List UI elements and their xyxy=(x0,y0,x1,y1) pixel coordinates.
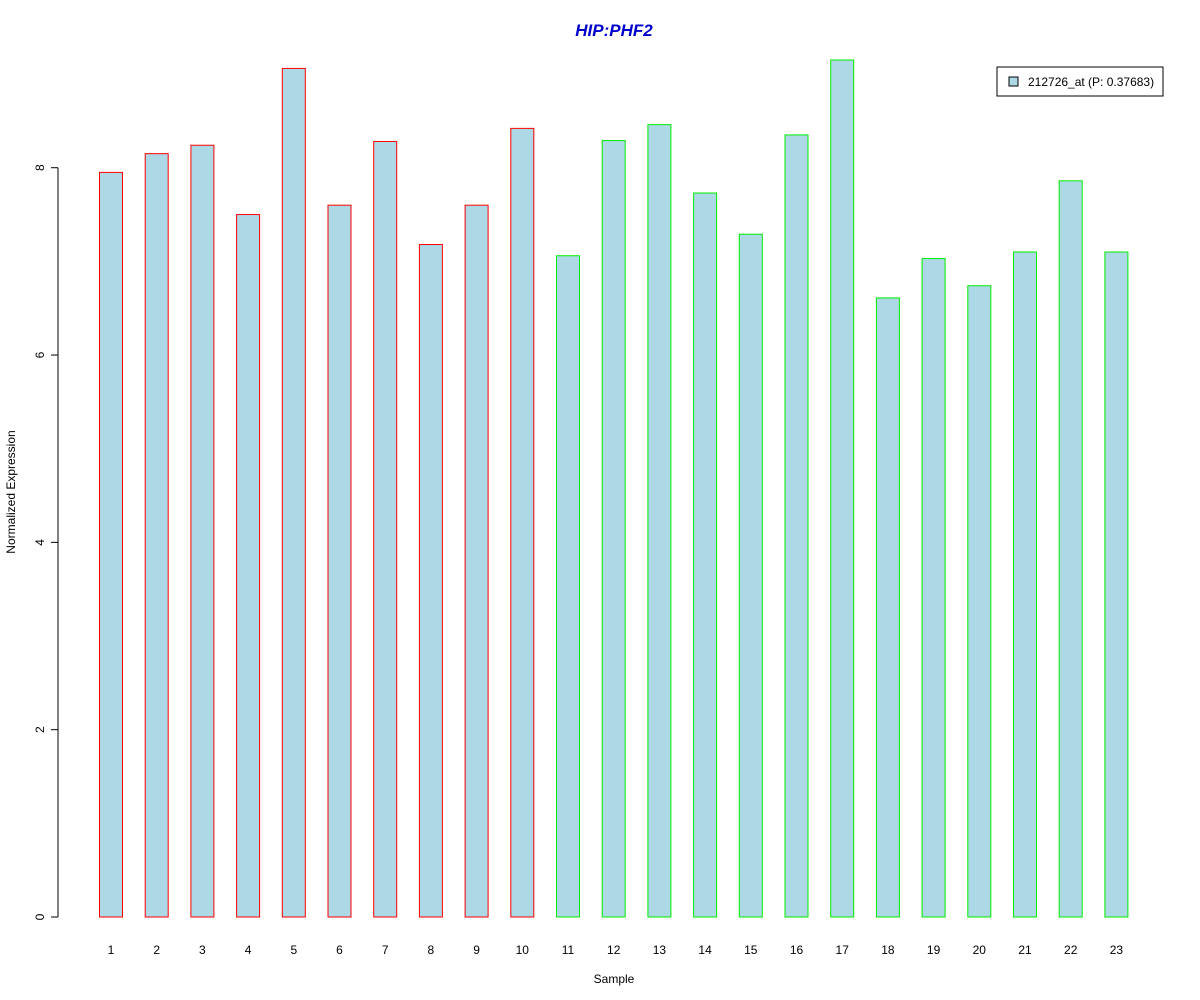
y-axis-label: Normalized Expression xyxy=(4,430,18,553)
bar-sample-4 xyxy=(236,214,261,918)
x-tick-label: 9 xyxy=(473,943,480,957)
chart-title: HIP:PHF2 xyxy=(575,21,653,40)
legend-swatch xyxy=(1008,76,1019,87)
x-tick-label: 1 xyxy=(108,943,115,957)
x-tick-label: 18 xyxy=(881,943,895,957)
x-tick-label: 4 xyxy=(245,943,252,957)
bar-sample-16 xyxy=(784,134,809,918)
bar-sample-11 xyxy=(556,255,580,918)
x-tick-label: 2 xyxy=(153,943,160,957)
legend: 212726_at (P: 0.37683) xyxy=(996,66,1164,97)
y-tick-label: 2 xyxy=(33,726,47,733)
bar-series xyxy=(99,59,1129,918)
bar-sample-8 xyxy=(418,244,443,918)
x-tick-label: 3 xyxy=(199,943,206,957)
x-tick-label: 23 xyxy=(1110,943,1124,957)
bar-sample-20 xyxy=(967,285,992,918)
x-tick-label: 21 xyxy=(1018,943,1032,957)
bar-sample-21 xyxy=(1013,251,1037,918)
y-tick-label: 4 xyxy=(33,539,47,546)
bar-sample-12 xyxy=(601,140,626,918)
x-tick-label: 10 xyxy=(516,943,530,957)
x-tick-label: 14 xyxy=(698,943,712,957)
x-tick-label: 13 xyxy=(653,943,667,957)
x-tick-label: 19 xyxy=(927,943,941,957)
y-axis: 0 2 4 6 8 xyxy=(33,164,58,920)
x-axis-label: Sample xyxy=(594,972,635,986)
bar-sample-17 xyxy=(830,59,855,918)
x-tick-label: 5 xyxy=(290,943,297,957)
x-tick-label: 20 xyxy=(973,943,987,957)
x-tick-label: 17 xyxy=(836,943,850,957)
legend-label: 212726_at (P: 0.37683) xyxy=(1028,75,1154,89)
bar-sample-23 xyxy=(1104,251,1129,918)
bar-sample-6 xyxy=(327,204,352,918)
bar-sample-9 xyxy=(464,204,489,918)
x-axis: 1 2 3 4 5 6 7 8 9 10 11 12 13 14 15 16 17 18 19 20 21 22 23 xyxy=(108,943,1124,957)
bar-sample-15 xyxy=(738,233,763,918)
bar-sample-18 xyxy=(875,297,900,918)
bar-sample-10 xyxy=(510,127,535,918)
x-tick-label: 6 xyxy=(336,943,343,957)
legend-box xyxy=(996,66,1164,97)
x-tick-label: 8 xyxy=(428,943,435,957)
x-tick-label: 7 xyxy=(382,943,389,957)
bar-sample-5 xyxy=(281,67,306,918)
bar-sample-7 xyxy=(373,140,398,918)
y-tick-label: 8 xyxy=(33,164,47,171)
bar-sample-1 xyxy=(99,171,123,918)
x-tick-label: 16 xyxy=(790,943,804,957)
bar-sample-3 xyxy=(190,144,215,918)
x-tick-label: 15 xyxy=(744,943,758,957)
bar-sample-19 xyxy=(921,258,946,918)
bar-sample-22 xyxy=(1058,180,1083,918)
bar-sample-2 xyxy=(144,153,169,918)
bar-sample-14 xyxy=(693,192,718,918)
y-tick-label: 6 xyxy=(33,351,47,358)
bar-sample-13 xyxy=(647,124,672,918)
y-tick-label: 0 xyxy=(33,913,47,920)
x-tick-label: 12 xyxy=(607,943,621,957)
x-tick-label: 11 xyxy=(562,943,575,957)
x-tick-label: 22 xyxy=(1064,943,1078,957)
